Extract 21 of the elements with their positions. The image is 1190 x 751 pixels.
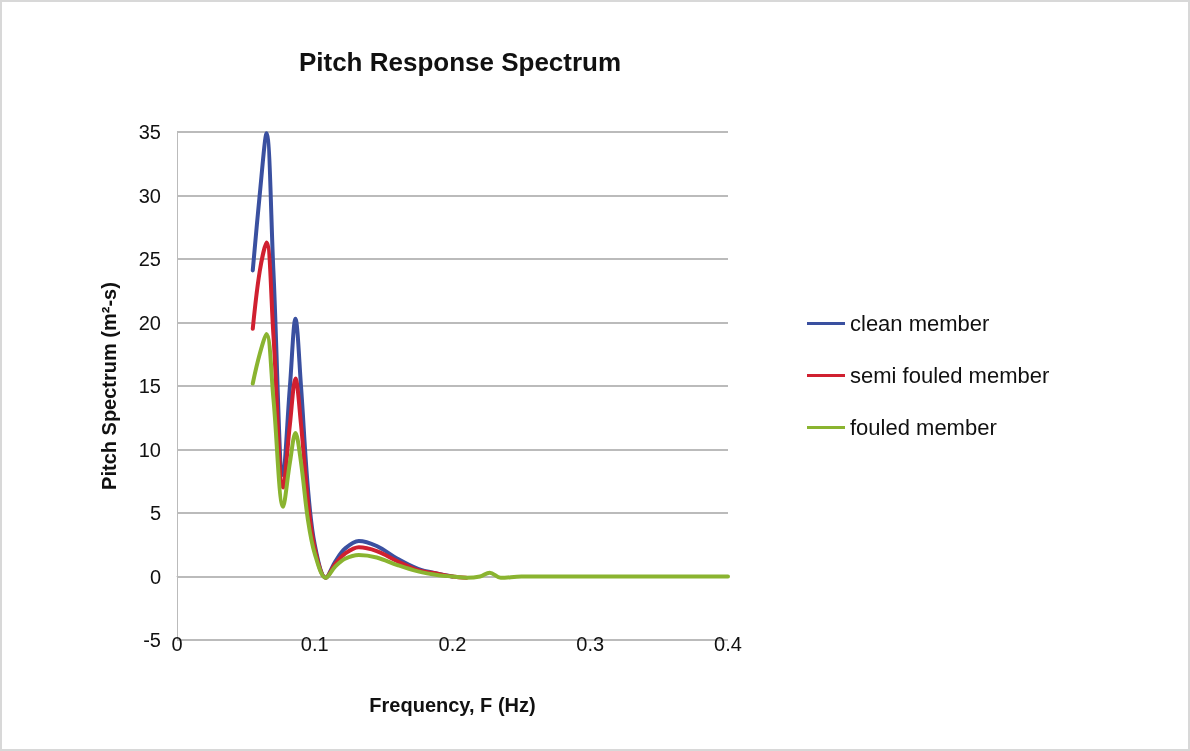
line-series	[250, 331, 730, 580]
x-tick-label: 0.4	[714, 633, 742, 655]
x-axis-title: Frequency, F (Hz)	[369, 694, 536, 716]
legend-label: clean member	[850, 311, 990, 336]
y-tick-label: 0	[149, 565, 161, 588]
y-tick-label: 20	[138, 311, 161, 334]
y-tick-label: -5	[143, 629, 161, 651]
x-tick-label: 0.3	[576, 633, 605, 655]
legend-label: fouled member	[850, 415, 997, 440]
chart-title: Pitch Response Spectrum	[298, 47, 622, 77]
y-tick-label: 5	[149, 502, 161, 524]
x-tick-label: 0.1	[300, 633, 329, 655]
y-tick-label: 30	[138, 184, 161, 207]
y-axis-title: Pitch Spectrum (m²-s)	[98, 282, 120, 490]
y-tick-label: 10	[138, 438, 161, 461]
x-tick-label: 0	[171, 633, 183, 655]
y-tick-label: 25	[138, 248, 161, 270]
legend-label: semi fouled member	[850, 363, 1050, 388]
y-tick-label: 15	[138, 375, 161, 397]
y-tick-label: 35	[138, 121, 161, 143]
x-tick-label: 0.2	[438, 633, 467, 655]
